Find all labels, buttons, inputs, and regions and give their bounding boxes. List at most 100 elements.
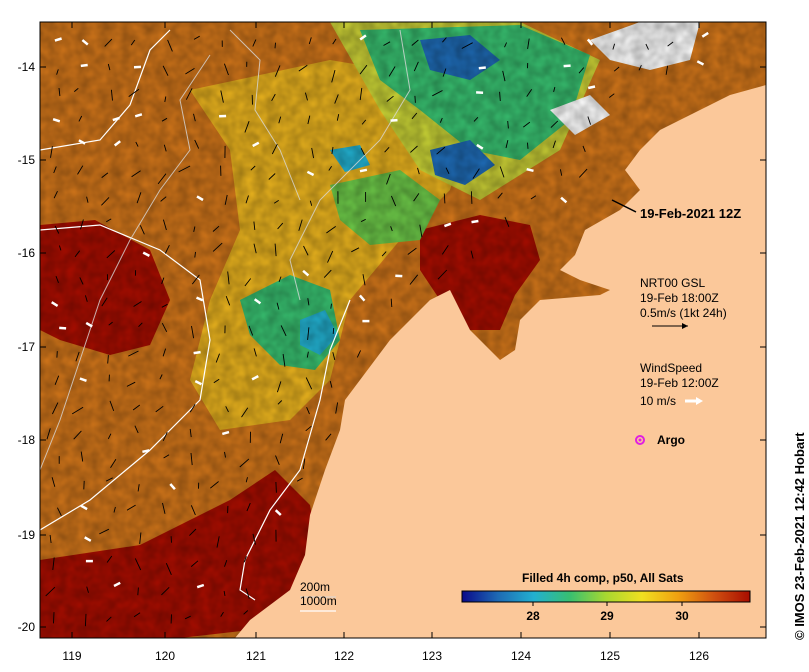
current-arrow bbox=[190, 505, 196, 516]
lat-tick-label: -16 bbox=[18, 246, 36, 260]
current-arrow bbox=[164, 96, 167, 103]
current-arrow bbox=[53, 166, 57, 174]
current-arrow bbox=[185, 68, 195, 75]
current-arrow bbox=[473, 116, 479, 122]
wind-arrow bbox=[253, 298, 262, 305]
current-arrow bbox=[279, 433, 284, 444]
current-arrow bbox=[502, 70, 506, 82]
contour-coast-1000m bbox=[239, 299, 351, 601]
current-arrow bbox=[246, 502, 251, 512]
current-arrow bbox=[108, 321, 113, 326]
current-arrow bbox=[360, 218, 366, 223]
current-arrow bbox=[161, 303, 168, 308]
current-arrow bbox=[409, 274, 419, 285]
colorbar-tick-label: 29 bbox=[600, 609, 614, 623]
wind-scale: 10 m/s bbox=[640, 394, 677, 408]
wind-date: 19-Feb 12:00Z bbox=[640, 376, 719, 390]
current-arrow bbox=[335, 402, 339, 414]
current-arrow bbox=[331, 146, 334, 154]
lon-tick-label: 124 bbox=[511, 649, 531, 663]
current-arrow bbox=[504, 217, 510, 227]
current-arrow bbox=[253, 221, 256, 230]
current-arrow bbox=[390, 195, 397, 207]
current-arrow bbox=[306, 407, 310, 415]
current-arrow bbox=[356, 350, 362, 358]
current-arrow bbox=[162, 348, 167, 357]
current-arrow bbox=[224, 194, 228, 205]
current-arrows bbox=[45, 31, 709, 627]
wind-arrow bbox=[51, 301, 59, 307]
colorbar-title: Filled 4h comp, p50, All Sats bbox=[522, 571, 684, 585]
lat-tick-label: -14 bbox=[18, 60, 36, 74]
credit-label: © IMOS 23-Feb-2021 12:42 Hobart bbox=[792, 432, 807, 640]
current-arrow bbox=[139, 225, 145, 235]
wind-arrow bbox=[359, 168, 368, 173]
current-arrow bbox=[252, 39, 257, 47]
current-arrow bbox=[443, 193, 446, 204]
argo-marker-icon bbox=[635, 435, 645, 445]
current-arrow bbox=[527, 38, 530, 49]
current-arrow bbox=[162, 65, 169, 76]
current-arrow bbox=[164, 245, 170, 254]
current-arrow bbox=[155, 405, 164, 413]
current-arrow bbox=[223, 590, 226, 596]
current-arrow bbox=[132, 404, 141, 411]
current-arrow bbox=[278, 116, 282, 124]
wind-arrow bbox=[52, 118, 61, 123]
current-arrow bbox=[386, 95, 394, 102]
current-arrow bbox=[245, 477, 248, 483]
current-arrow bbox=[304, 92, 308, 101]
current-arrow bbox=[161, 277, 165, 284]
current-arrow bbox=[51, 402, 59, 415]
wind-arrow bbox=[476, 143, 484, 150]
current-arrow bbox=[134, 425, 139, 434]
current-arrow bbox=[73, 430, 82, 440]
lat-tick-label: -15 bbox=[18, 153, 36, 167]
current-arrow bbox=[470, 191, 473, 204]
current-arrow bbox=[55, 275, 59, 283]
wind-arrow bbox=[194, 379, 203, 386]
current-arrow bbox=[248, 325, 254, 336]
wind-arrow bbox=[252, 141, 260, 148]
current-arrow bbox=[384, 146, 390, 153]
wind-arrow bbox=[471, 219, 479, 224]
current-arrow bbox=[244, 121, 250, 133]
wind-arrow bbox=[113, 140, 121, 147]
wind-arrow bbox=[443, 222, 452, 228]
current-arrow bbox=[225, 406, 229, 413]
current-arrow bbox=[58, 87, 61, 97]
current-arrow bbox=[223, 63, 229, 76]
wind-arrow bbox=[306, 170, 315, 177]
wind-arrow bbox=[142, 449, 150, 454]
current-arrow bbox=[298, 64, 308, 72]
current-arrow bbox=[184, 615, 191, 620]
current-arrow bbox=[162, 502, 166, 514]
current-arrow bbox=[159, 374, 163, 380]
current-arrow bbox=[162, 219, 167, 231]
wind-arrow bbox=[478, 66, 486, 70]
wind-arrow bbox=[359, 34, 367, 41]
current-arrow bbox=[139, 532, 142, 544]
wind-arrow bbox=[251, 374, 259, 381]
current-scale: 0.5m/s (1kt 24h) bbox=[640, 306, 727, 320]
current-arrow bbox=[138, 322, 143, 328]
wind-arrow bbox=[169, 483, 176, 491]
current-arrow bbox=[243, 556, 247, 563]
current-arrow bbox=[273, 200, 279, 204]
current-arrow bbox=[250, 165, 256, 171]
current-arrow bbox=[523, 121, 531, 128]
wind-arrow bbox=[195, 296, 204, 302]
wind-arrow bbox=[78, 139, 86, 145]
current-arrow bbox=[189, 428, 192, 438]
current-arrow bbox=[107, 433, 112, 440]
current-arrow bbox=[191, 274, 200, 285]
wind-arrow bbox=[696, 60, 705, 66]
current-arrow bbox=[106, 555, 113, 563]
wind-arrow bbox=[390, 118, 398, 122]
current-arrow bbox=[243, 610, 249, 615]
wind-arrow bbox=[142, 251, 150, 258]
current-arrow bbox=[305, 425, 312, 432]
wind-arrow bbox=[196, 195, 204, 202]
current-arrow bbox=[311, 147, 315, 159]
current-arrow bbox=[437, 269, 448, 280]
